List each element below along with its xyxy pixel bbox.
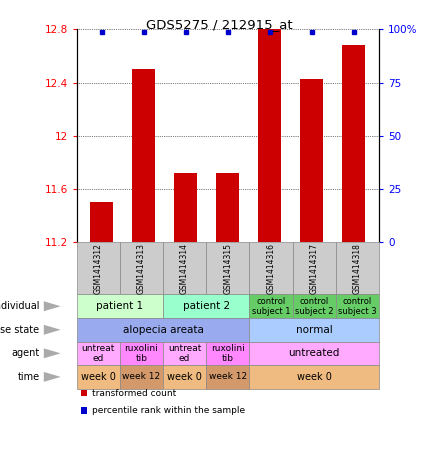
Text: GDS5275 / 212915_at: GDS5275 / 212915_at bbox=[146, 18, 292, 31]
Text: GSM1414312: GSM1414312 bbox=[94, 243, 103, 294]
Text: GSM1414314: GSM1414314 bbox=[180, 243, 189, 294]
Text: agent: agent bbox=[11, 348, 39, 358]
Text: individual: individual bbox=[0, 301, 39, 311]
Text: patient 1: patient 1 bbox=[96, 301, 143, 311]
Text: disease state: disease state bbox=[0, 325, 39, 335]
Text: week 0: week 0 bbox=[297, 372, 332, 382]
Text: GSM1414317: GSM1414317 bbox=[310, 243, 318, 294]
Text: untreated: untreated bbox=[288, 348, 340, 358]
Text: control
subject 2: control subject 2 bbox=[295, 297, 333, 316]
Bar bbox=[216, 173, 239, 242]
Text: time: time bbox=[17, 372, 39, 382]
Text: week 0: week 0 bbox=[167, 372, 202, 382]
Text: ruxolini
tib: ruxolini tib bbox=[211, 344, 245, 363]
Text: transformed count: transformed count bbox=[92, 389, 176, 398]
Bar bbox=[342, 45, 365, 242]
Bar bbox=[90, 202, 113, 242]
Text: normal: normal bbox=[296, 325, 332, 335]
Text: patient 2: patient 2 bbox=[183, 301, 230, 311]
Text: control
subject 1: control subject 1 bbox=[252, 297, 290, 316]
Text: GSM1414316: GSM1414316 bbox=[266, 243, 276, 294]
Bar bbox=[300, 79, 323, 242]
Text: week 12: week 12 bbox=[122, 372, 160, 381]
Text: control
subject 3: control subject 3 bbox=[338, 297, 377, 316]
Text: week 0: week 0 bbox=[81, 372, 116, 382]
Text: ruxolini
tib: ruxolini tib bbox=[124, 344, 158, 363]
Text: untreat
ed: untreat ed bbox=[168, 344, 201, 363]
Bar bbox=[174, 173, 198, 242]
Text: untreat
ed: untreat ed bbox=[81, 344, 115, 363]
Bar bbox=[258, 29, 281, 242]
Text: week 12: week 12 bbox=[208, 372, 247, 381]
Bar bbox=[132, 69, 155, 242]
Text: GSM1414315: GSM1414315 bbox=[223, 243, 232, 294]
Text: alopecia areata: alopecia areata bbox=[123, 325, 203, 335]
Text: GSM1414318: GSM1414318 bbox=[353, 243, 362, 294]
Text: percentile rank within the sample: percentile rank within the sample bbox=[92, 406, 245, 415]
Text: GSM1414313: GSM1414313 bbox=[137, 243, 146, 294]
